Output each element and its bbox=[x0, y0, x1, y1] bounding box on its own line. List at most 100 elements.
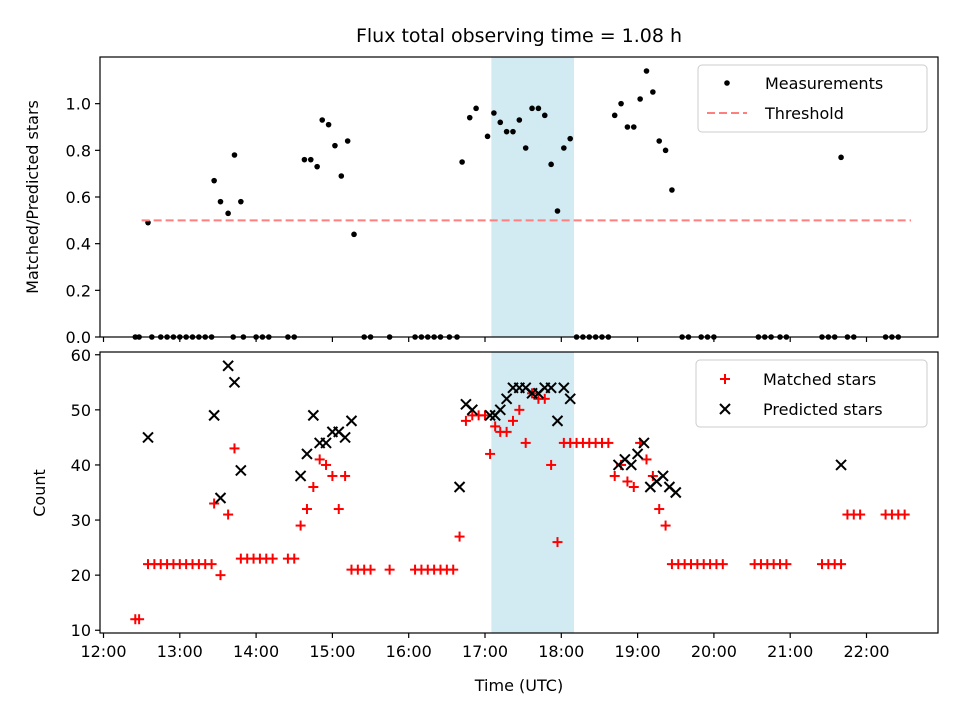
matched-star-point bbox=[836, 559, 847, 570]
bottom-legend: Matched stars Predicted stars bbox=[695, 359, 928, 428]
matched-star-point bbox=[454, 531, 465, 542]
x-tick-label: 18:00 bbox=[538, 642, 584, 661]
predicted-star-point bbox=[670, 486, 682, 499]
x-tick-label: 21:00 bbox=[767, 642, 813, 661]
predicted-star-point bbox=[235, 464, 247, 477]
measurement-point bbox=[535, 105, 542, 112]
bottom-shaded-interval bbox=[491, 352, 575, 633]
measurement-point bbox=[510, 128, 516, 135]
predicted-star-point bbox=[631, 448, 644, 460]
predicted-star-point bbox=[558, 382, 570, 394]
matched-star-point bbox=[717, 559, 728, 570]
predicted-star-point bbox=[453, 481, 466, 493]
top-legend-box bbox=[697, 64, 928, 133]
x-tick-label: 16:00 bbox=[386, 642, 432, 661]
y-tick-label: 1.0 bbox=[66, 95, 91, 114]
measurement-point bbox=[238, 198, 244, 205]
measurement-point bbox=[516, 117, 523, 123]
predicted-star-point bbox=[657, 470, 669, 482]
matched-star-point bbox=[485, 448, 496, 459]
y-tick-label: 60 bbox=[71, 346, 91, 365]
predicted-star-point bbox=[222, 360, 234, 372]
predicted-star-point bbox=[228, 376, 241, 389]
matched-star-point bbox=[490, 421, 501, 432]
predicted-star-point bbox=[320, 437, 332, 449]
matched-star-point bbox=[384, 564, 395, 575]
legend-marker-measurements bbox=[724, 80, 730, 86]
matched-star-point bbox=[507, 415, 518, 426]
measurement-point bbox=[344, 138, 351, 144]
predicted-star-point bbox=[214, 492, 227, 504]
predicted-star-point bbox=[294, 470, 307, 482]
matched-star-point bbox=[539, 393, 550, 404]
y-tick-label: 0.6 bbox=[66, 188, 91, 207]
matched-star-point bbox=[448, 564, 459, 575]
legend-label-matched-stars: Matched stars bbox=[763, 370, 876, 389]
matched-star-point bbox=[321, 459, 332, 470]
top-legend: Measurements Threshold bbox=[697, 64, 928, 133]
matched-star-point bbox=[781, 559, 792, 570]
measurement-point bbox=[503, 128, 510, 135]
matched-star-point bbox=[314, 454, 325, 465]
measurement-point bbox=[662, 147, 669, 154]
measurement-point bbox=[624, 124, 631, 130]
measurement-point bbox=[211, 177, 217, 184]
measurement-point bbox=[548, 161, 554, 168]
top-shaded-interval bbox=[491, 57, 575, 337]
matched-star-point bbox=[603, 437, 614, 448]
matched-star-point bbox=[552, 537, 563, 548]
predicted-star-point bbox=[339, 431, 351, 444]
matched-star-point bbox=[628, 481, 639, 492]
bottom-x-ticks: 12:00 13:00 14:00 15:00 16:00 17:00 18:00 19:00… bbox=[80, 633, 890, 661]
predicted-star-point bbox=[484, 409, 496, 422]
measurement-point bbox=[332, 142, 338, 149]
measurement-point bbox=[459, 159, 465, 165]
y-tick-label: 50 bbox=[71, 401, 91, 420]
measurement-point bbox=[567, 135, 574, 142]
predicted-star-point bbox=[625, 459, 637, 471]
chart-title: Flux total observing time = 1.08 h bbox=[356, 25, 682, 47]
legend-marker-predicted-stars bbox=[719, 403, 731, 415]
legend-label-measurements: Measurements bbox=[765, 74, 883, 93]
measurement-point bbox=[307, 156, 314, 163]
measurement-point bbox=[301, 156, 308, 163]
legend-label-threshold: Threshold bbox=[764, 104, 844, 123]
matched-star-point bbox=[301, 504, 312, 515]
x-tick-label: 20:00 bbox=[691, 642, 737, 661]
matched-star-point bbox=[899, 509, 910, 520]
predicted-star-point bbox=[142, 431, 154, 444]
matched-star-point bbox=[501, 426, 512, 437]
x-tick-label: 13:00 bbox=[157, 642, 203, 661]
x-tick-label: 19:00 bbox=[615, 642, 661, 661]
top-y-axis-label: Matched/Predicted stars bbox=[23, 100, 42, 294]
x-tick-label: 17:00 bbox=[462, 642, 508, 661]
predicted-star-point bbox=[345, 415, 358, 427]
measurement-point bbox=[314, 163, 320, 170]
top-x-ticks bbox=[102, 337, 868, 342]
matched-star-point bbox=[223, 509, 234, 520]
matched-star-point bbox=[647, 470, 658, 481]
matched-star-point bbox=[289, 553, 300, 564]
top-y-ticks: 0.0 0.2 0.4 0.6 0.8 1.0 bbox=[66, 95, 100, 347]
bottom-axes-frame bbox=[99, 351, 939, 634]
matched-star-point bbox=[209, 498, 220, 509]
matched-star-point bbox=[546, 459, 557, 470]
measurement-point bbox=[669, 187, 675, 193]
matched-star-point bbox=[520, 437, 531, 448]
predicted-star-point bbox=[835, 459, 847, 471]
y-tick-label: 0.8 bbox=[66, 141, 91, 160]
measurement-point bbox=[554, 208, 561, 214]
measurement-point bbox=[351, 231, 357, 238]
y-tick-label: 0.4 bbox=[66, 235, 91, 254]
matched-star-point bbox=[622, 476, 633, 487]
matched-star-point bbox=[134, 614, 145, 625]
x-tick-label: 22:00 bbox=[843, 642, 889, 661]
matched-star-point bbox=[365, 564, 376, 575]
y-tick-label: 0.2 bbox=[66, 281, 91, 300]
measurement-point bbox=[491, 110, 497, 116]
predicted-star-point bbox=[307, 409, 320, 422]
matched-star-point bbox=[514, 404, 525, 415]
measurement-point bbox=[325, 121, 332, 128]
